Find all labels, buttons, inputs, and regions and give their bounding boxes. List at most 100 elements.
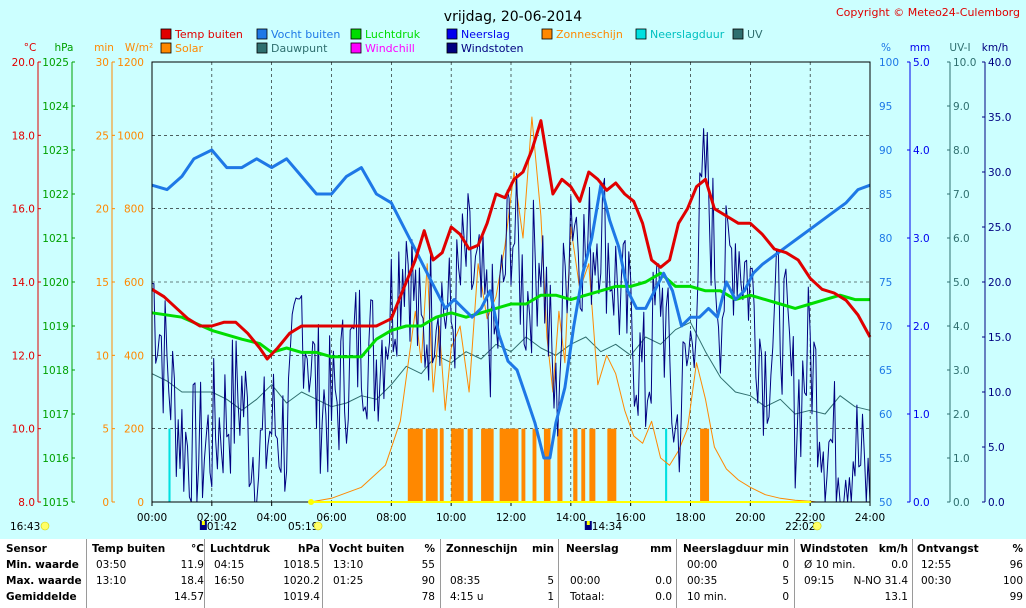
stats-row-label: Min. waarde (6, 559, 79, 571)
stats-time: 00:00 (570, 575, 601, 587)
sunset-icon (812, 521, 822, 531)
axes: °C8.010.012.014.016.018.020.0hPa10151016… (12, 42, 1012, 524)
stats-separator (676, 539, 677, 608)
solar-tick-label: 0 (137, 497, 144, 509)
legend-swatch (732, 28, 744, 40)
legend-label: Temp buiten (174, 28, 243, 41)
legend-swatch (350, 28, 362, 40)
legend-label: Neerslag (461, 28, 510, 41)
sunshine-bar (451, 428, 464, 502)
stats-header: Zonneschijn (446, 543, 518, 555)
minutes-tick-label: 10 (96, 350, 109, 362)
legend-label: Windchill (365, 42, 415, 55)
wind-tick-label: 0.0 (988, 497, 1005, 509)
stats-column-sensor: Sensor Min. waarde Max. waarde Gemiddelde (6, 539, 86, 608)
stats-unit: hPa (298, 543, 320, 555)
uv-axis-unit: UV-I (949, 42, 970, 54)
uv-tick-label: 7.0 (953, 189, 970, 201)
pressure-tick-label: 1016 (42, 453, 69, 465)
stats-unit: °C (191, 543, 204, 555)
stats-time: 10 min. (687, 591, 727, 603)
stats-unit: km/h (878, 543, 908, 555)
series-windstoten (151, 128, 871, 503)
stats-unit: mm (650, 543, 672, 555)
stats-header: Neerslagduur (683, 543, 764, 555)
stats-time: 16:50 (214, 575, 245, 587)
stats-separator (322, 539, 323, 608)
wind-tick-label: 25.0 (988, 222, 1011, 234)
series-dauwpunt (151, 321, 871, 415)
stats-value: 100 (1002, 575, 1023, 587)
sunshine-bar (532, 428, 537, 502)
stats-header: Windstoten (800, 543, 869, 555)
sunshine-bar (521, 428, 526, 502)
wind-tick-label: 40.0 (988, 57, 1011, 69)
stats-separator (440, 539, 441, 608)
sun-icon (313, 521, 323, 531)
solar-tick-label: 400 (124, 350, 144, 362)
stats-time: 04:15 (214, 559, 245, 571)
pressure-axis-unit: hPa (55, 42, 74, 54)
stats-header: Neerslag (566, 543, 619, 555)
stats-row-label: Gemiddelde (6, 591, 77, 603)
rain-tick-label: 4.0 (913, 145, 930, 157)
humidity-tick-label: 50 (879, 497, 892, 509)
temp-tick-label: 20.0 (12, 57, 35, 69)
humidity-tick-label: 75 (879, 277, 892, 289)
stats-value: 0 (782, 591, 789, 603)
x-tick-label: 10:00 (436, 512, 466, 524)
stats-separator (558, 539, 559, 608)
stats-value: N-NO 31.4 (853, 575, 908, 587)
series-luchtdruk (151, 271, 870, 359)
daylength-start: 16:43 (10, 521, 40, 533)
temp-tick-label: 14.0 (12, 277, 35, 289)
x-tick-label: 08:00 (376, 512, 406, 524)
uv-tick-label: 2.0 (953, 409, 970, 421)
temp-tick-label: 12.0 (12, 350, 35, 362)
stats-header: Sensor (6, 543, 47, 555)
uv-tick-label: 9.0 (953, 101, 970, 113)
x-tick-label: 20:00 (735, 512, 765, 524)
sun-icon (40, 521, 50, 531)
wind-tick-label: 20.0 (988, 277, 1011, 289)
x-tick-label: 22:00 (795, 512, 825, 524)
wind-tick-label: 10.0 (988, 387, 1011, 399)
stats-value: 0 (782, 559, 789, 571)
stats-unit: % (424, 543, 435, 555)
uv-tick-label: 0.0 (953, 497, 970, 509)
stats-row-label: Max. waarde (6, 575, 82, 587)
uv-tick-label: 4.0 (953, 321, 970, 333)
temp-tick-label: 8.0 (18, 497, 35, 509)
stats-value: 18.4 (180, 575, 204, 587)
stats-value: 78 (421, 591, 435, 603)
minutes-axis-unit: min (94, 42, 114, 54)
x-tick-label: 18:00 (675, 512, 705, 524)
minutes-tick-label: 5 (102, 424, 109, 436)
sunshine-bar (439, 428, 444, 502)
pressure-tick-label: 1018 (42, 365, 69, 377)
minutes-tick-label: 15 (96, 277, 109, 289)
sunshine-bar (407, 428, 423, 502)
stats-column-sun: Zonneschijn min 08:35 5 4:15 u 1 (446, 539, 554, 608)
sunshine-bar (607, 428, 617, 502)
sunshine-bar (543, 428, 551, 502)
stats-value: 55 (421, 559, 435, 571)
minutes-tick-label: 30 (96, 57, 109, 69)
sun-moon-markers: 01:42 14:34 05:19 22:02 16:43 (10, 499, 822, 533)
solar-tick-label: 1000 (117, 130, 144, 142)
stats-column-pressure: Luchtdruk hPa 04:15 1018.5 16:50 1020.2 1019.4 (210, 539, 320, 608)
x-tick-label: 14:00 (556, 512, 586, 524)
series-vocht-buiten (151, 148, 871, 460)
rain-tick-label: 2.0 (913, 321, 930, 333)
x-tick-label: 04:00 (257, 512, 287, 524)
rain-tick-label: 5.0 (913, 57, 930, 69)
stats-time: 13:10 (333, 559, 364, 571)
humidity-axis-unit: % (881, 42, 891, 54)
stats-value: 11.9 (180, 559, 204, 571)
stats-column-received: Ontvangst% 12:55 96 00:30 100 99 (917, 539, 1023, 608)
humidity-tick-label: 100 (879, 57, 899, 69)
stats-value: 1 (547, 591, 554, 603)
rain-tick-label: 0.0 (913, 497, 930, 509)
chart-title: vrijdag, 20-06-2014 (444, 9, 583, 25)
